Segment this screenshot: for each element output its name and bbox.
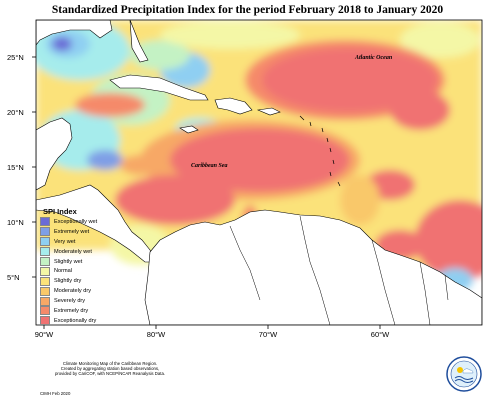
caribbean-sea-label: Caribbean Sea — [191, 163, 228, 169]
lon-label-80w: 80°W — [146, 330, 166, 339]
footnote-line: Created by aggregating station based obs… — [60, 366, 160, 372]
legend-swatch — [40, 227, 50, 237]
legend-label: Extremely dry — [54, 307, 89, 314]
legend-item: Very wet — [40, 237, 120, 247]
lat-label-25n: 25°N — [7, 53, 24, 62]
legend-swatch — [40, 247, 50, 257]
legend-swatch — [40, 306, 50, 316]
legend-item: Moderately dry — [40, 286, 120, 296]
lon-label-90w: 90°W — [34, 330, 54, 339]
legend-label: Moderately dry — [54, 288, 91, 295]
legend-item: Slightly dry — [40, 276, 120, 286]
legend-label: Extremely wet — [54, 228, 90, 235]
map-title: Standardized Precipitation Index for the… — [51, 4, 444, 16]
legend-label: Moderately wet — [54, 248, 92, 255]
atlantic-ocean-label: Atlantic Ocean — [355, 55, 393, 61]
legend-swatch — [40, 217, 50, 227]
legend-swatch — [40, 316, 50, 326]
legend-swatch — [40, 276, 50, 286]
legend-item: Exceptionally dry — [40, 316, 120, 326]
legend-item: Moderately wet — [40, 247, 120, 257]
legend-item: Severely dry — [40, 296, 120, 306]
legend-label: Normal — [54, 268, 73, 275]
spi-field — [36, 20, 482, 325]
legend-swatch — [40, 296, 50, 306]
legend-label: Exceptionally dry — [54, 317, 97, 324]
legend-label: Slightly dry — [54, 278, 82, 285]
legend-item: Slightly wet — [40, 257, 120, 267]
legend-item: Exceptionally wet — [40, 217, 120, 227]
lon-label-60w: 60°W — [370, 330, 390, 339]
legend-title: SPI Index — [43, 207, 77, 216]
legend-swatch — [40, 266, 50, 276]
legend-items: Exceptionally wet Extremely wet Very wet Mo… — [40, 217, 120, 326]
legend-swatch — [40, 237, 50, 247]
footnote-line: Climate Monitoring Map of the Caribbean … — [62, 361, 158, 366]
credit-text: CIMH Feb 2020 — [40, 391, 71, 396]
legend-label: Slightly wet — [54, 258, 83, 265]
legend-label: Exceptionally wet — [54, 218, 98, 225]
legend-swatch — [40, 286, 50, 296]
legend-item: Extremely wet — [40, 227, 120, 237]
cimh-logo — [446, 356, 482, 392]
legend-label: Very wet — [54, 238, 76, 245]
lon-label-70w: 70°W — [258, 330, 278, 339]
spi-legend: SPI Index Exceptionally wet Extremely wet… — [40, 207, 120, 326]
lat-label-20n: 20°N — [7, 108, 24, 117]
footnote: Climate Monitoring Map of the Caribbean … — [40, 361, 180, 377]
lat-label-10n: 10°N — [7, 218, 24, 227]
lat-label-5n: 5°N — [7, 273, 20, 282]
footnote-line: provided by CariCOF, with NCEP/NCAR Rean… — [54, 371, 166, 377]
lat-label-15n: 15°N — [7, 163, 24, 172]
legend-item: Extremely dry — [40, 306, 120, 316]
legend-label: Severely dry — [54, 298, 86, 305]
legend-swatch — [40, 257, 50, 266]
legend-item: Normal — [40, 266, 120, 276]
